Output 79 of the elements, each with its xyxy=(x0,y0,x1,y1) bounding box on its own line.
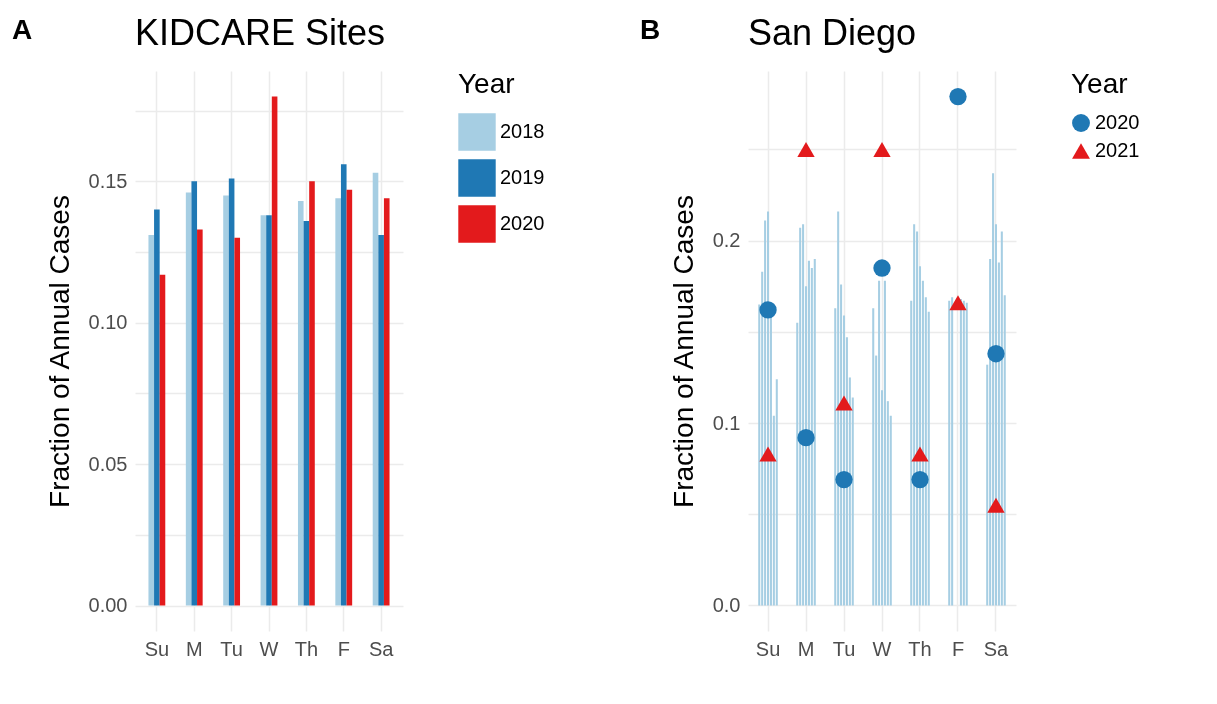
point xyxy=(911,446,929,462)
y-tick-label: 0.15 xyxy=(88,169,128,192)
point xyxy=(949,295,967,311)
x-tick-label: W xyxy=(259,637,279,660)
bar xyxy=(197,229,203,606)
bar xyxy=(837,211,840,606)
bar xyxy=(767,211,770,606)
bar xyxy=(383,198,390,606)
bar xyxy=(335,198,341,606)
legend-title: Year xyxy=(1071,68,1128,99)
point xyxy=(835,470,853,489)
legend-title: Year xyxy=(458,68,515,99)
bar xyxy=(340,164,347,606)
legend-label: 2021 xyxy=(1095,139,1140,161)
bar xyxy=(297,201,304,606)
x-tick-label: Th xyxy=(908,637,932,660)
point xyxy=(835,395,853,411)
text: A xyxy=(12,14,33,46)
x-tick-label: M xyxy=(797,637,815,660)
y-tick-label: 0.0 xyxy=(712,593,741,616)
x-tick-label: Sa xyxy=(368,637,395,660)
point xyxy=(873,259,891,277)
point xyxy=(797,141,815,157)
x-tick-label: F xyxy=(337,637,350,660)
bar xyxy=(266,215,272,606)
bar xyxy=(807,260,810,606)
point xyxy=(759,446,777,462)
bar xyxy=(223,195,229,606)
bar xyxy=(965,302,968,606)
bar xyxy=(191,181,198,606)
legend-label: 2018 xyxy=(500,120,545,142)
point xyxy=(987,497,1005,513)
bar xyxy=(872,308,875,606)
bar xyxy=(309,181,315,606)
chart-title: KIDCARE Sites xyxy=(135,12,386,53)
bar xyxy=(959,299,962,606)
bar xyxy=(883,280,886,606)
chart-title: San Diego xyxy=(748,12,917,53)
y-tick-label: 0.10 xyxy=(88,311,128,334)
x-tick-label: Su xyxy=(144,637,170,660)
bar xyxy=(813,258,816,606)
bar xyxy=(992,173,995,606)
bar xyxy=(234,237,241,606)
bar xyxy=(1000,231,1003,606)
x-tick-label: Su xyxy=(755,637,781,660)
y-tick-label: 0.05 xyxy=(88,452,128,475)
x-tick-label: Tu xyxy=(220,637,243,660)
point xyxy=(873,141,891,157)
y-tick-label: 0.00 xyxy=(88,594,128,617)
legend-label: 2020 xyxy=(1095,111,1140,133)
x-tick-label: Sa xyxy=(983,637,1010,660)
bar xyxy=(913,224,916,606)
x-tick-label: M xyxy=(185,637,203,660)
bar xyxy=(878,280,881,606)
legend-label: 2019 xyxy=(500,166,545,188)
point xyxy=(759,301,777,319)
x-tick-label: Tu xyxy=(832,637,856,660)
point xyxy=(987,345,1005,363)
y-tick-label: 0.2 xyxy=(712,229,741,252)
bar xyxy=(154,209,160,606)
bar xyxy=(962,300,965,606)
bar xyxy=(148,235,155,606)
y-axis-title: Fraction of Annual Cases xyxy=(667,195,699,508)
bar xyxy=(951,297,954,606)
point xyxy=(911,470,929,489)
bar xyxy=(948,300,951,606)
x-tick-label: Th xyxy=(294,637,319,660)
bar xyxy=(378,235,384,606)
text: B xyxy=(640,14,661,46)
point xyxy=(797,429,815,447)
x-tick-label: W xyxy=(872,637,892,660)
legend-label: 2020 xyxy=(500,212,545,234)
x-tick-label: F xyxy=(951,637,965,660)
bar xyxy=(799,227,802,606)
point xyxy=(949,87,967,106)
y-axis-title: Fraction of Annual Cases xyxy=(43,195,75,508)
y-tick-label: 0.1 xyxy=(712,411,741,434)
bar xyxy=(802,224,805,606)
bar xyxy=(775,379,778,606)
